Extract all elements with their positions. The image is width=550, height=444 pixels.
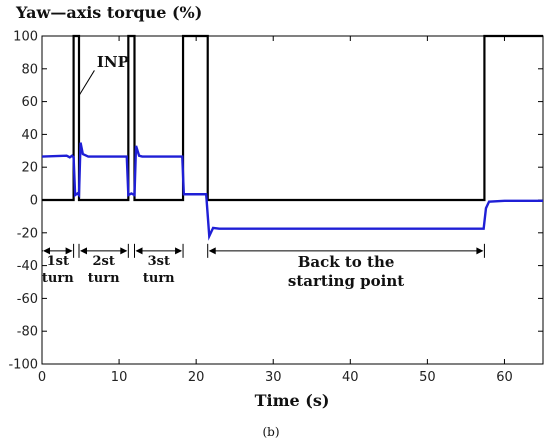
x-axis: 0 10 20 30 40 50 60 [38, 36, 513, 385]
torque-line [41, 142, 543, 241]
y-tick-label: -40 [17, 259, 38, 274]
inp-label: INP [97, 53, 129, 71]
x-tick-label: 0 [38, 370, 46, 385]
series-layer [41, 34, 543, 241]
y-tick-label: 20 [21, 161, 38, 176]
x-tick-label: 10 [111, 370, 128, 385]
span-arrowhead-left [43, 247, 50, 255]
span-label-line: starting point [288, 272, 404, 290]
span-arrowhead-right [120, 247, 128, 255]
y-tick-label: -100 [8, 358, 38, 373]
span-label-line: 2st [92, 254, 114, 269]
y-tick-label: -80 [17, 325, 38, 340]
y-tick-label: 60 [21, 95, 38, 110]
x-tick-label: 50 [419, 370, 436, 385]
y-tick-label: 80 [21, 62, 38, 77]
span-arrowhead-right [175, 247, 183, 255]
span-label: 2st turn [88, 254, 120, 286]
x-tick-label: 40 [342, 370, 359, 385]
y-axis: 100 80 60 40 20 0 -20 -40 -60 -80 -100 [8, 30, 543, 373]
span-label-line: 3st [148, 254, 170, 269]
span-arrowhead-left [79, 247, 87, 255]
y-tick-label: 100 [13, 30, 38, 45]
y-tick-label: -20 [17, 226, 38, 241]
span-label: 1st turn [42, 254, 74, 286]
span-label-line: turn [88, 271, 120, 286]
inp-line [42, 34, 543, 202]
span-label-line: turn [42, 271, 74, 286]
span-arrowhead-left [135, 247, 143, 255]
span-label-line: turn [143, 271, 175, 286]
x-tick-label: 30 [265, 370, 282, 385]
span-arrowhead-right [65, 247, 73, 255]
chart-title: Yaw—axis torque (%) [15, 3, 202, 22]
y-tick-label: 0 [30, 194, 38, 209]
inp-leader-line [78, 70, 95, 96]
y-tick-label: 40 [21, 128, 38, 143]
span-label-line: 1st [47, 254, 69, 269]
span-label: Back to the starting point [288, 253, 404, 290]
span-label-line: Back to the [298, 253, 395, 271]
span-label: 3st turn [143, 254, 175, 286]
y-tick-label: -60 [17, 292, 38, 307]
span-arrowhead-right [476, 247, 484, 255]
annotation-layer: INP 1st turn 2st turn 3st turn Back to the start… [41, 53, 485, 290]
x-axis-label: Time (s) [255, 391, 330, 410]
x-tick-label: 20 [188, 370, 205, 385]
x-tick-label: 60 [496, 370, 513, 385]
span-arrowhead-left [208, 247, 216, 255]
panel-label: (b) [262, 425, 279, 439]
